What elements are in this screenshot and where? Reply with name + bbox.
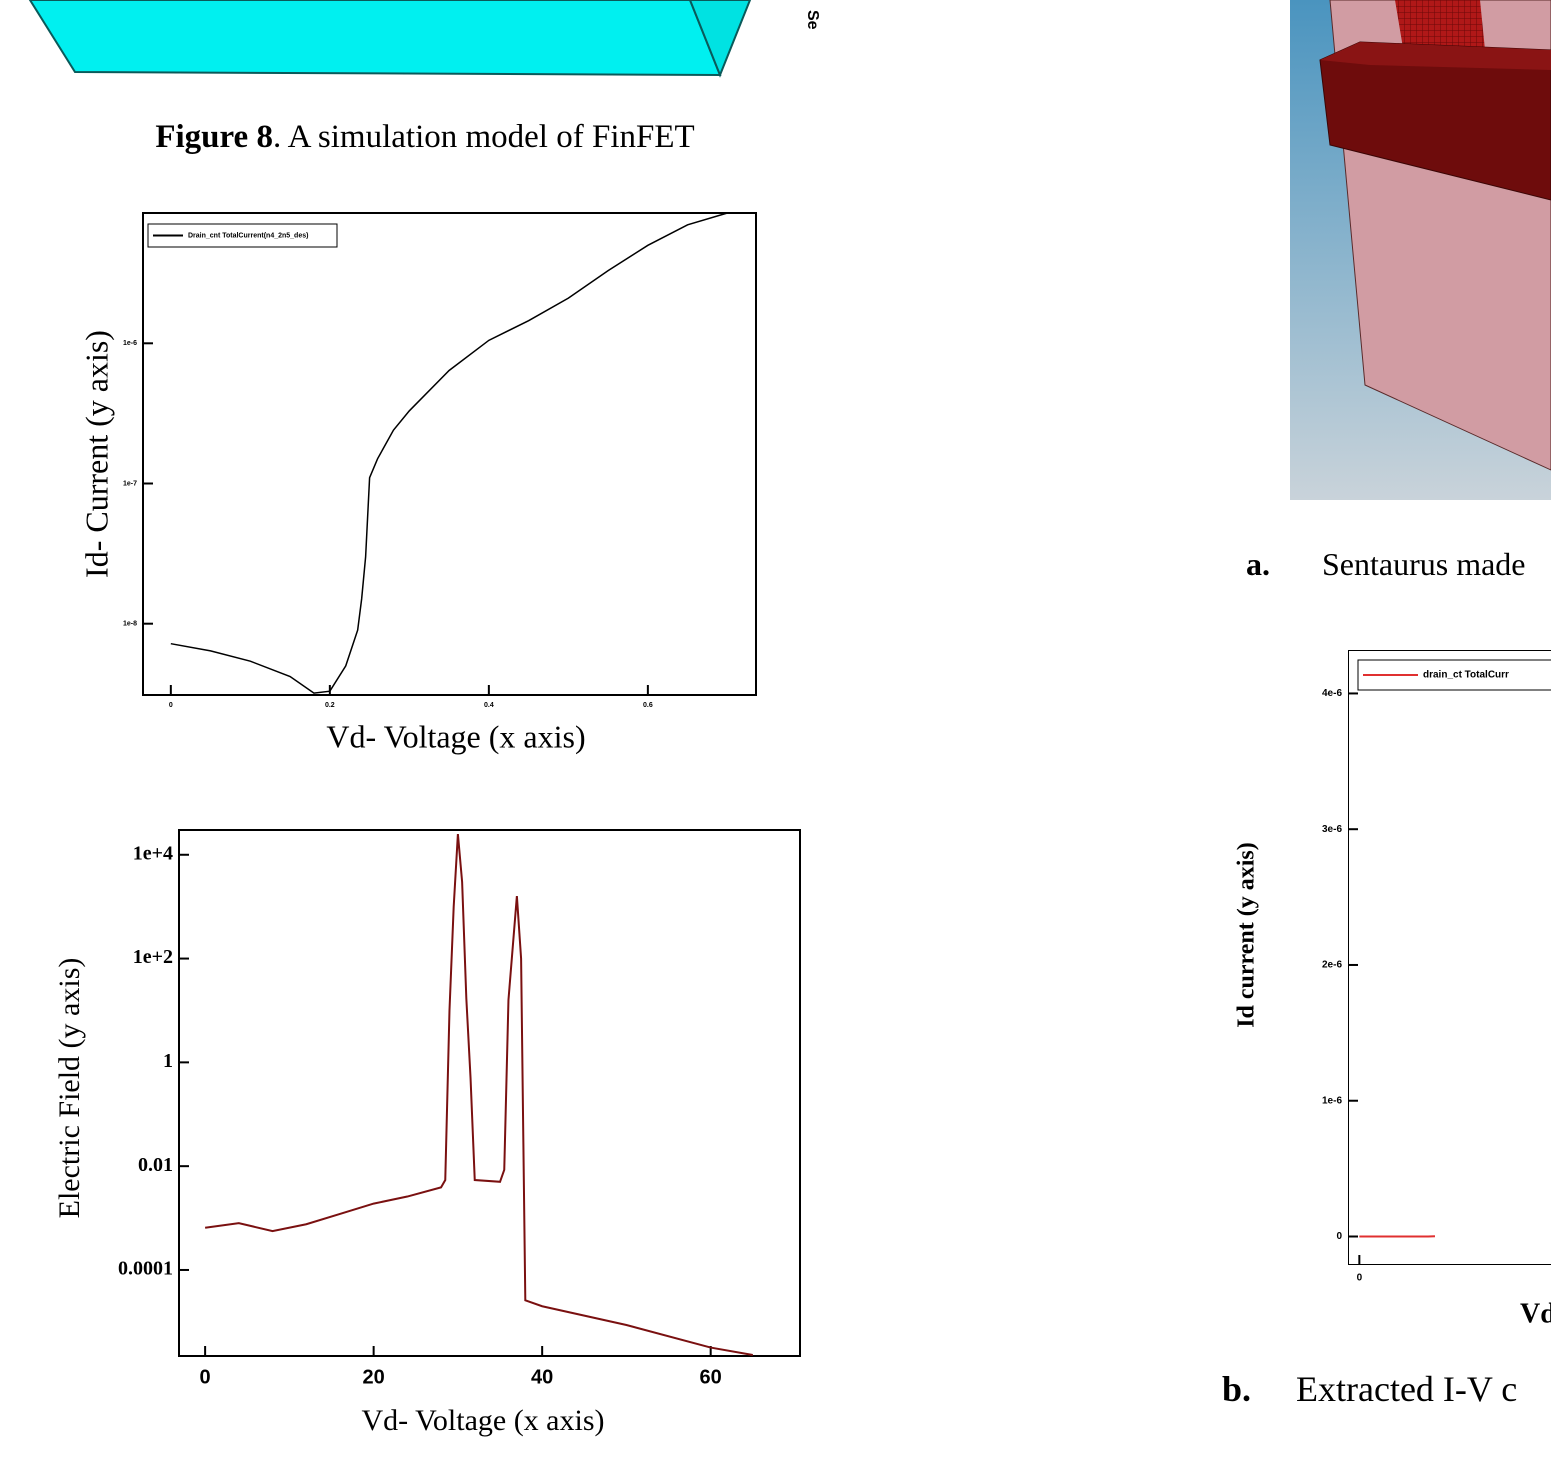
legend-label: Drain_cnt TotalCurrent(n4_2n5_des) bbox=[188, 232, 308, 239]
y-tick-label: 3e-6 bbox=[1322, 824, 1342, 835]
y-axis-label: Id- Current (y axis) bbox=[78, 330, 114, 578]
data-line bbox=[170, 212, 728, 694]
y-axis-label: Id current (y axis) bbox=[1234, 842, 1260, 1028]
side-text: Se bbox=[804, 10, 821, 30]
plot-frame bbox=[178, 829, 801, 1357]
y-tick-label: 1e-8 bbox=[123, 621, 137, 628]
caption-b-label: b. bbox=[1222, 1369, 1251, 1409]
x-tick-label: 20 bbox=[363, 1366, 385, 1388]
y-tick-label: 0.0001 bbox=[118, 1258, 173, 1280]
figure-label: Figure 8 bbox=[155, 119, 273, 155]
figure-caption: Figure 8. A simulation model of FinFET bbox=[155, 119, 694, 155]
x-axis-label: Vd- Voltage (x axis) bbox=[326, 718, 585, 754]
x-tick-label: 0 bbox=[1357, 1273, 1363, 1284]
plot-frame bbox=[1348, 650, 1551, 1265]
x-tick-label: 40 bbox=[531, 1366, 553, 1388]
chart: Drain_cnt TotalCurrent(n4_2n5_des) bbox=[142, 212, 757, 696]
data-line bbox=[204, 834, 753, 1356]
y-tick-label: 1e-6 bbox=[123, 340, 137, 347]
legend-label: drain_ct TotalCurr bbox=[1423, 670, 1509, 681]
x-tick-label: 0 bbox=[200, 1366, 211, 1388]
y-tick-label: 1 bbox=[163, 1050, 173, 1072]
y-tick-label: 4e-6 bbox=[1322, 688, 1342, 699]
caption-b-text: Extracted I-V c bbox=[1296, 1369, 1517, 1409]
caption-a-text: Sentaurus made bbox=[1322, 546, 1526, 582]
y-tick-label: 1e+4 bbox=[133, 842, 173, 864]
caption-a: a. Sentaurus made bbox=[1246, 546, 1526, 582]
chart: drain_ct TotalCurr bbox=[1348, 650, 1551, 1265]
y-tick-label: 1e-6 bbox=[1322, 1095, 1342, 1106]
caption-a-label: a. bbox=[1246, 546, 1270, 582]
x-axis-label: Vd- Voltage (x axis) bbox=[361, 1404, 604, 1437]
y-tick-label: 1e-7 bbox=[123, 480, 137, 487]
y-tick-label: 2e-6 bbox=[1322, 960, 1342, 971]
plot-frame bbox=[142, 212, 757, 696]
figure-text: . A simulation model of FinFET bbox=[273, 119, 695, 155]
caption-b: b. Extracted I-V c bbox=[1222, 1369, 1517, 1409]
legend-box bbox=[147, 223, 338, 248]
y-axis-label: Electric Field (y axis) bbox=[53, 958, 86, 1219]
x-axis-label: Vd bbox=[1520, 1298, 1551, 1329]
fin-model-image bbox=[28, 0, 752, 78]
x-tick-label: 60 bbox=[700, 1366, 722, 1388]
chart bbox=[178, 829, 801, 1357]
x-tick-label: 0.2 bbox=[325, 702, 335, 709]
y-tick-label: 0.01 bbox=[138, 1154, 173, 1176]
x-tick-label: 0 bbox=[169, 702, 173, 709]
x-tick-label: 0.4 bbox=[484, 702, 494, 709]
y-tick-label: 1e+2 bbox=[133, 946, 173, 968]
x-tick-label: 0.6 bbox=[643, 702, 653, 709]
y-tick-label: 0 bbox=[1336, 1231, 1342, 1242]
sentaurus-model-image bbox=[1290, 0, 1551, 500]
